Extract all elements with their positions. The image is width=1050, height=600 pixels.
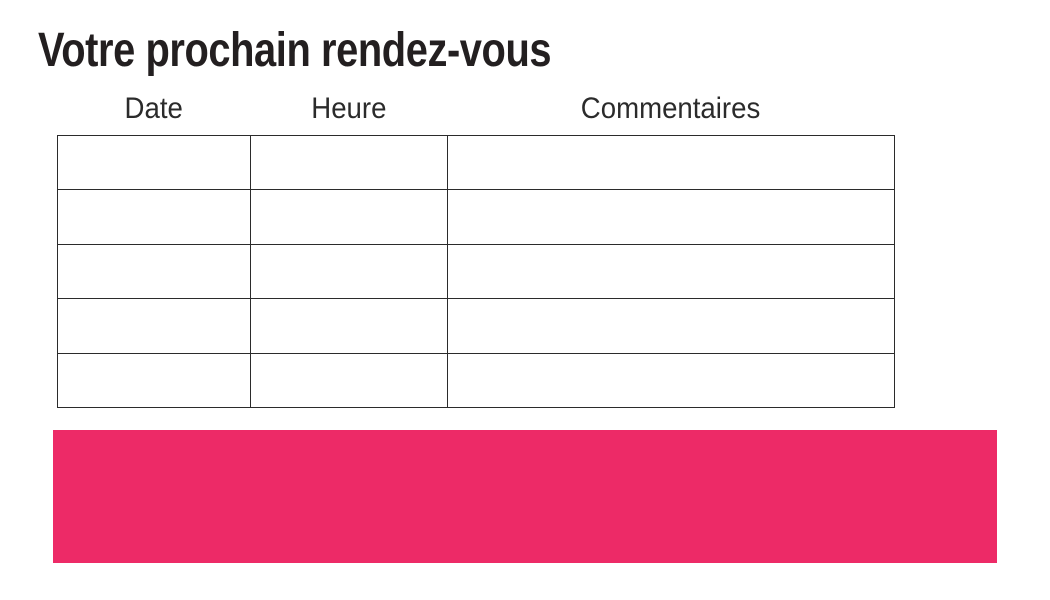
table-row — [57, 352, 895, 408]
table-cell-date — [57, 134, 251, 191]
table-cell-commentaires — [447, 243, 895, 300]
table-cell-commentaires — [447, 352, 895, 408]
column-header-date-label: Date — [124, 92, 183, 125]
table-cell-heure — [250, 298, 448, 354]
pink-banner — [53, 430, 997, 563]
table-cell-date — [57, 243, 251, 300]
page-title: Votre prochain rendez-vous — [38, 24, 552, 77]
table-cell-heure — [250, 352, 448, 408]
table-cell-heure — [250, 243, 448, 300]
column-header-heure-label: Heure — [310, 92, 387, 125]
table-row — [57, 189, 895, 245]
table-cell-date — [57, 189, 251, 245]
table-row — [57, 243, 895, 300]
column-header-commentaires-label: Commentaires — [580, 92, 761, 125]
appointments-table — [57, 134, 895, 408]
table-cell-date — [57, 298, 251, 354]
appointments-table-body — [57, 134, 895, 408]
table-row — [57, 298, 895, 354]
table-cell-date — [57, 352, 251, 408]
table-cell-heure — [250, 189, 448, 245]
table-cell-commentaires — [447, 134, 895, 191]
column-header-heure: Heure — [250, 90, 447, 128]
table-cell-commentaires — [447, 189, 895, 245]
table-cell-commentaires — [447, 298, 895, 354]
table-header-row: Date Heure Commentaires — [57, 90, 894, 128]
column-header-date: Date — [57, 90, 250, 128]
table-row — [57, 134, 895, 191]
column-header-commentaires: Commentaires — [447, 90, 894, 128]
table-cell-heure — [250, 134, 448, 191]
